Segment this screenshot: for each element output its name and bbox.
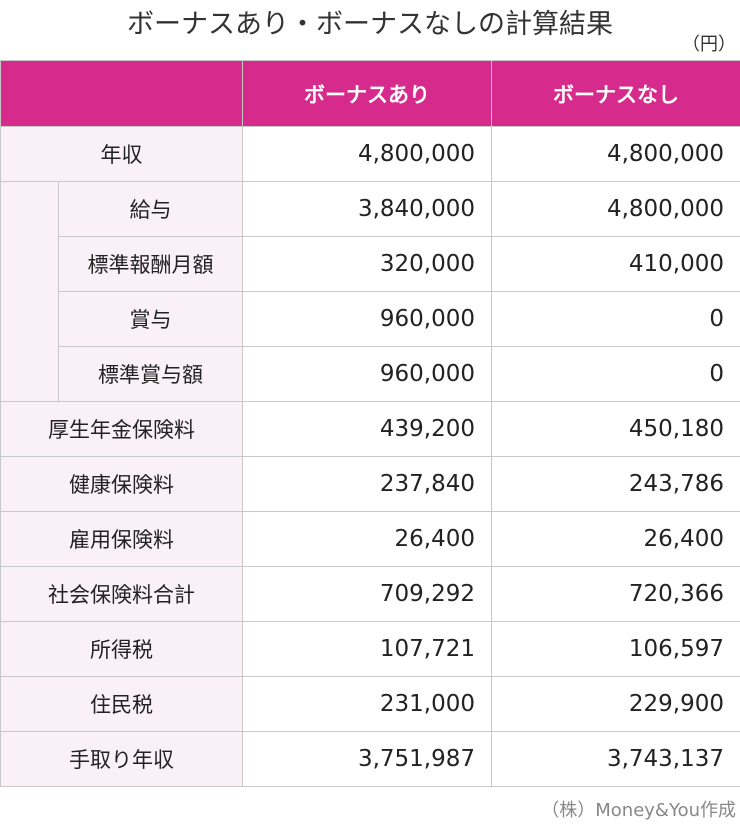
indent-cell: [0, 181, 59, 402]
unit-label: （円）: [682, 34, 736, 55]
value-without-bonus: 4,800,000: [491, 126, 740, 182]
header-without-bonus: ボーナスなし: [491, 60, 740, 127]
table-row: 賞与 960,000 0: [1, 291, 740, 347]
row-label: 年収: [0, 126, 243, 182]
value-with-bonus: 3,751,987: [242, 731, 492, 787]
value-with-bonus: 709,292: [242, 566, 492, 622]
value-with-bonus: 960,000: [242, 291, 492, 347]
row-label: 社会保険料合計: [0, 566, 243, 622]
value-without-bonus: 243,786: [491, 456, 740, 512]
value-with-bonus: 26,400: [242, 511, 492, 567]
table-row: 標準賞与額 960,000 0: [1, 346, 740, 402]
value-with-bonus: 237,840: [242, 456, 492, 512]
value-without-bonus: 720,366: [491, 566, 740, 622]
value-with-bonus: 439,200: [242, 401, 492, 457]
row-label: 厚生年金保険料: [0, 401, 243, 457]
value-without-bonus: 0: [491, 291, 740, 347]
value-without-bonus: 4,800,000: [491, 181, 740, 237]
row-label: 健康保険料: [0, 456, 243, 512]
table-header: ボーナスあり ボーナスなし: [0, 60, 740, 127]
table-row: 住民税 231,000 229,900: [0, 676, 740, 732]
value-with-bonus: 231,000: [242, 676, 492, 732]
table-row: 厚生年金保険料 439,200 450,180: [0, 401, 740, 457]
row-label: 賞与: [58, 291, 243, 347]
table-row: 健康保険料 237,840 243,786: [0, 456, 740, 512]
table-row: 手取り年収 3,751,987 3,743,137: [0, 731, 740, 787]
row-label: 住民税: [0, 676, 243, 732]
value-with-bonus: 107,721: [242, 621, 492, 677]
table-row: 給与 3,840,000 4,800,000: [0, 181, 740, 402]
header-with-bonus: ボーナスあり: [242, 60, 492, 127]
credit: （株）Money&You作成: [541, 800, 736, 821]
header-empty: [0, 60, 243, 127]
row-label: 雇用保険料: [0, 511, 243, 567]
value-without-bonus: 3,743,137: [491, 731, 740, 787]
value-without-bonus: 26,400: [491, 511, 740, 567]
comparison-table: ボーナスあり ボーナスなし 年収 4,800,000 4,800,000 給与 3,84…: [0, 60, 740, 787]
value-without-bonus: 450,180: [491, 401, 740, 457]
value-with-bonus: 320,000: [242, 236, 492, 292]
table-row: 標準報酬月額 320,000 410,000: [1, 236, 740, 292]
value-with-bonus: 960,000: [242, 346, 492, 402]
table-row: 所得税 107,721 106,597: [0, 621, 740, 677]
value-with-bonus: 4,800,000: [242, 126, 492, 182]
row-label: 標準報酬月額: [58, 236, 243, 292]
value-without-bonus: 106,597: [491, 621, 740, 677]
table-row: 社会保険料合計 709,292 720,366: [0, 566, 740, 622]
value-without-bonus: 410,000: [491, 236, 740, 292]
row-label: 所得税: [0, 621, 243, 677]
table-row: 年収 4,800,000 4,800,000: [0, 126, 740, 182]
value-without-bonus: 229,900: [491, 676, 740, 732]
value-without-bonus: 0: [491, 346, 740, 402]
value-with-bonus: 3,840,000: [242, 181, 492, 237]
row-label: 手取り年収: [0, 731, 243, 787]
table-row: 雇用保険料 26,400 26,400: [0, 511, 740, 567]
row-label: 標準賞与額: [58, 346, 243, 402]
row-label: 給与: [58, 181, 243, 237]
page-title: ボーナスあり・ボーナスなしの計算結果: [127, 9, 613, 40]
